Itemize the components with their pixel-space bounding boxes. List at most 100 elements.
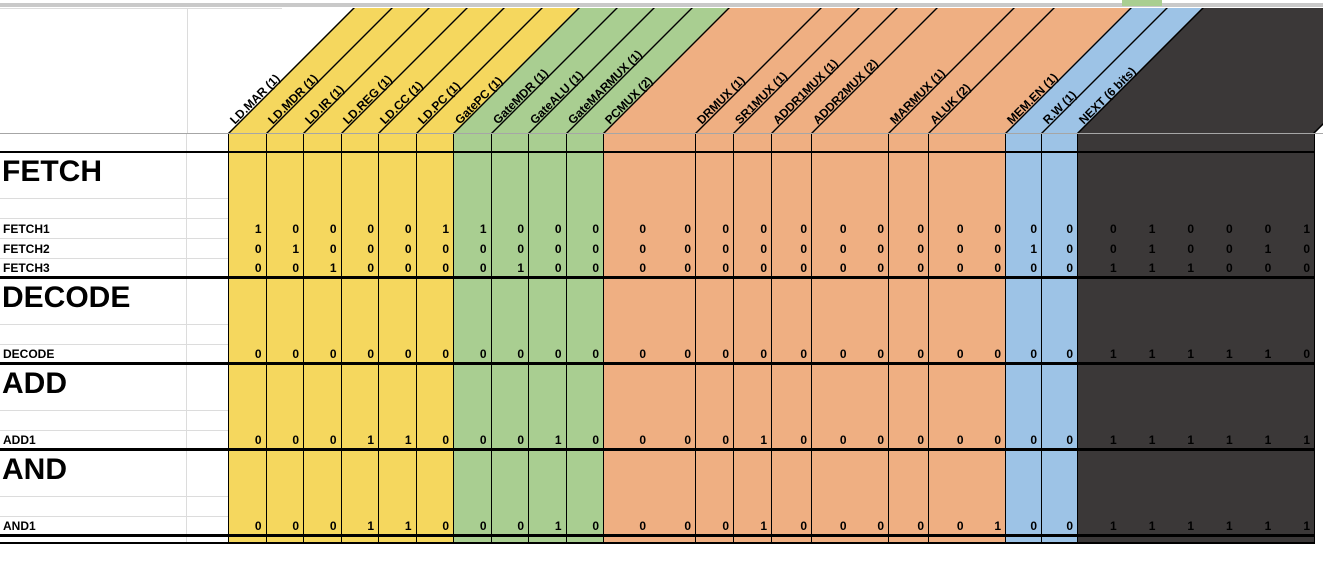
- cell-ld-pc-1[interactable]: [416, 497, 454, 517]
- cell-ld-mdr-1[interactable]: [266, 411, 304, 431]
- cell-ld-ir-1[interactable]: 0: [303, 219, 341, 239]
- cell-ld-mar-1[interactable]: [228, 537, 266, 542]
- cell-pcmux-2[interactable]: 00: [603, 259, 695, 276]
- cell-addr1mux-1[interactable]: [771, 537, 811, 542]
- cell-gatealu-1[interactable]: 0: [528, 259, 566, 276]
- cell-drmux-1[interactable]: 0: [695, 259, 733, 276]
- cell-ld-ir-1[interactable]: [303, 153, 341, 199]
- cell-ld-pc-1[interactable]: 0: [416, 345, 454, 362]
- cell-drmux-1[interactable]: 0: [695, 239, 733, 259]
- cell-next-6-bits[interactable]: [1077, 279, 1315, 325]
- cell-drmux-1[interactable]: [695, 199, 733, 219]
- cell-r-w-1[interactable]: [1041, 497, 1077, 517]
- cell-addr1mux-1[interactable]: 0: [771, 345, 811, 362]
- cell-mem-en-1[interactable]: [1005, 365, 1041, 411]
- cell-drmux-1[interactable]: [695, 279, 733, 325]
- row-label-cell[interactable]: DECODE: [0, 279, 187, 325]
- cell-ld-mdr-1[interactable]: 1: [266, 239, 304, 259]
- cell-gatealu-1[interactable]: [528, 537, 566, 542]
- cell-gatealu-1[interactable]: [528, 153, 566, 199]
- cell-gatepc-1[interactable]: 0: [453, 259, 491, 276]
- cell-gatepc-1[interactable]: [453, 134, 491, 151]
- row-label-cell[interactable]: [0, 497, 187, 517]
- cell-gatepc-1[interactable]: [453, 153, 491, 199]
- cell-mem-en-1[interactable]: 1: [1005, 239, 1041, 259]
- cell-ld-cc-1[interactable]: 0: [378, 259, 416, 276]
- cell-mem-en-1[interactable]: 0: [1005, 219, 1041, 239]
- cell-ld-cc-1[interactable]: [378, 451, 416, 497]
- cell-pcmux-2[interactable]: [603, 325, 695, 345]
- cell-gatemdr-1[interactable]: 0: [491, 219, 529, 239]
- cell-ld-ir-1[interactable]: [303, 451, 341, 497]
- cell-next-6-bits[interactable]: 010001: [1077, 219, 1315, 239]
- cell-mem-en-1[interactable]: 0: [1005, 259, 1041, 276]
- cell-mem-en-1[interactable]: 0: [1005, 431, 1041, 448]
- cell-ld-ir-1[interactable]: 0: [303, 431, 341, 448]
- cell-sr1mux-1[interactable]: [733, 279, 771, 325]
- row-label-cell[interactable]: [0, 411, 187, 431]
- cell-mem-en-1[interactable]: [1005, 279, 1041, 325]
- cell-ld-ir-1[interactable]: [303, 365, 341, 411]
- cell-ld-mar-1[interactable]: 0: [228, 345, 266, 362]
- cell-marmux-1[interactable]: [888, 325, 928, 345]
- cell-ld-ir-1[interactable]: [303, 537, 341, 542]
- cell-r-w-1[interactable]: [1041, 153, 1077, 199]
- cell-gatemarmux-1[interactable]: [566, 537, 604, 542]
- cell-ld-pc-1[interactable]: [416, 325, 454, 345]
- cell-gatepc-1[interactable]: [453, 411, 491, 431]
- spacer-cell[interactable]: [187, 279, 228, 325]
- row-label-cell[interactable]: ADD1: [0, 431, 187, 448]
- cell-ld-mar-1[interactable]: 1: [228, 219, 266, 239]
- cell-addr2mux-2[interactable]: [811, 497, 888, 517]
- cell-pcmux-2[interactable]: 00: [603, 517, 695, 534]
- cell-gatepc-1[interactable]: [453, 325, 491, 345]
- cell-drmux-1[interactable]: [695, 537, 733, 542]
- cell-gatealu-1[interactable]: [528, 279, 566, 325]
- cell-ld-cc-1[interactable]: 0: [378, 219, 416, 239]
- cell-mem-en-1[interactable]: [1005, 325, 1041, 345]
- cell-aluk-2[interactable]: [928, 365, 1005, 411]
- cell-drmux-1[interactable]: [695, 451, 733, 497]
- cell-gatemdr-1[interactable]: 0: [491, 517, 529, 534]
- cell-pcmux-2[interactable]: 00: [603, 219, 695, 239]
- cell-addr1mux-1[interactable]: [771, 365, 811, 411]
- cell-addr1mux-1[interactable]: [771, 134, 811, 151]
- cell-gatemarmux-1[interactable]: [566, 365, 604, 411]
- cell-addr2mux-2[interactable]: [811, 365, 888, 411]
- cell-ld-mdr-1[interactable]: [266, 325, 304, 345]
- cell-drmux-1[interactable]: 0: [695, 345, 733, 362]
- cell-sr1mux-1[interactable]: [733, 451, 771, 497]
- row-label-cell[interactable]: [0, 325, 187, 345]
- cell-aluk-2[interactable]: 00: [928, 431, 1005, 448]
- cell-mem-en-1[interactable]: 0: [1005, 345, 1041, 362]
- spacer-cell[interactable]: [187, 219, 228, 239]
- cell-mem-en-1[interactable]: [1005, 153, 1041, 199]
- cell-pcmux-2[interactable]: [603, 537, 695, 542]
- cell-ld-cc-1[interactable]: [378, 411, 416, 431]
- cell-r-w-1[interactable]: [1041, 365, 1077, 411]
- cell-ld-pc-1[interactable]: 0: [416, 239, 454, 259]
- cell-addr2mux-2[interactable]: 00: [811, 431, 888, 448]
- cell-ld-pc-1[interactable]: [416, 451, 454, 497]
- cell-sr1mux-1[interactable]: 1: [733, 517, 771, 534]
- cell-gatepc-1[interactable]: [453, 497, 491, 517]
- cell-ld-mdr-1[interactable]: [266, 365, 304, 411]
- cell-ld-reg-1[interactable]: [341, 153, 379, 199]
- cell-marmux-1[interactable]: [888, 134, 928, 151]
- cell-ld-ir-1[interactable]: 0: [303, 239, 341, 259]
- cell-next-6-bits[interactable]: [1077, 497, 1315, 517]
- cell-pcmux-2[interactable]: [603, 134, 695, 151]
- cell-r-w-1[interactable]: [1041, 537, 1077, 542]
- cell-gatemdr-1[interactable]: [491, 325, 529, 345]
- cell-gatemarmux-1[interactable]: [566, 153, 604, 199]
- cell-mem-en-1[interactable]: [1005, 411, 1041, 431]
- cell-addr2mux-2[interactable]: [811, 199, 888, 219]
- cell-aluk-2[interactable]: [928, 451, 1005, 497]
- cell-addr2mux-2[interactable]: 00: [811, 517, 888, 534]
- cell-r-w-1[interactable]: [1041, 199, 1077, 219]
- cell-ld-reg-1[interactable]: 1: [341, 431, 379, 448]
- cell-ld-mar-1[interactable]: [228, 497, 266, 517]
- cell-ld-mdr-1[interactable]: [266, 279, 304, 325]
- cell-next-6-bits[interactable]: [1077, 325, 1315, 345]
- cell-mem-en-1[interactable]: [1005, 537, 1041, 542]
